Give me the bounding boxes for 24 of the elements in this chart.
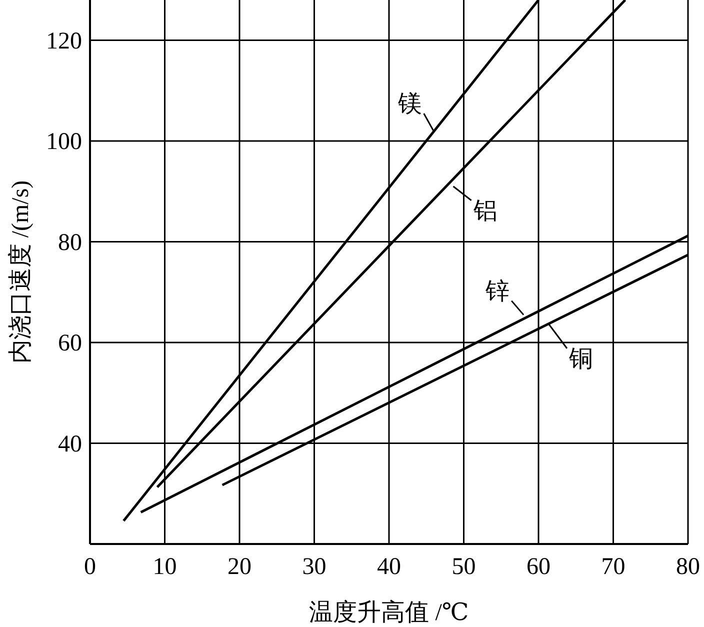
x-axis-title: 温度升高值 /℃: [309, 599, 469, 626]
y-tick-label: 80: [58, 230, 82, 256]
x-tick-label: 0: [84, 554, 96, 580]
annotation: 铝: [472, 198, 498, 224]
y-tick-label: 120: [46, 28, 82, 54]
x-tick-label: 70: [601, 554, 626, 580]
annotation: 镁: [396, 91, 422, 118]
y-axis-title: 内浇口速度 /(m/s): [7, 180, 34, 364]
annotation: 锌: [486, 278, 524, 316]
annotation: 锌: [484, 278, 510, 305]
x-tick-label: 50: [452, 554, 476, 580]
y-tick-label: 40: [58, 431, 82, 458]
annotation: 铜: [568, 346, 593, 372]
annotation: 铝: [452, 186, 498, 224]
x-tick-label: 20: [228, 554, 252, 580]
x-tick-label: 80: [676, 554, 700, 580]
x-tick-label: 10: [152, 554, 177, 580]
y-tick-label: 60: [58, 330, 82, 357]
x-tick-label: 40: [377, 554, 401, 580]
annotation: 铜: [548, 324, 593, 372]
x-tick-label: 30: [302, 554, 326, 580]
y-tick-label: 100: [46, 129, 82, 156]
annotation: 镁: [398, 91, 434, 132]
x-tick-label: 60: [526, 554, 550, 580]
